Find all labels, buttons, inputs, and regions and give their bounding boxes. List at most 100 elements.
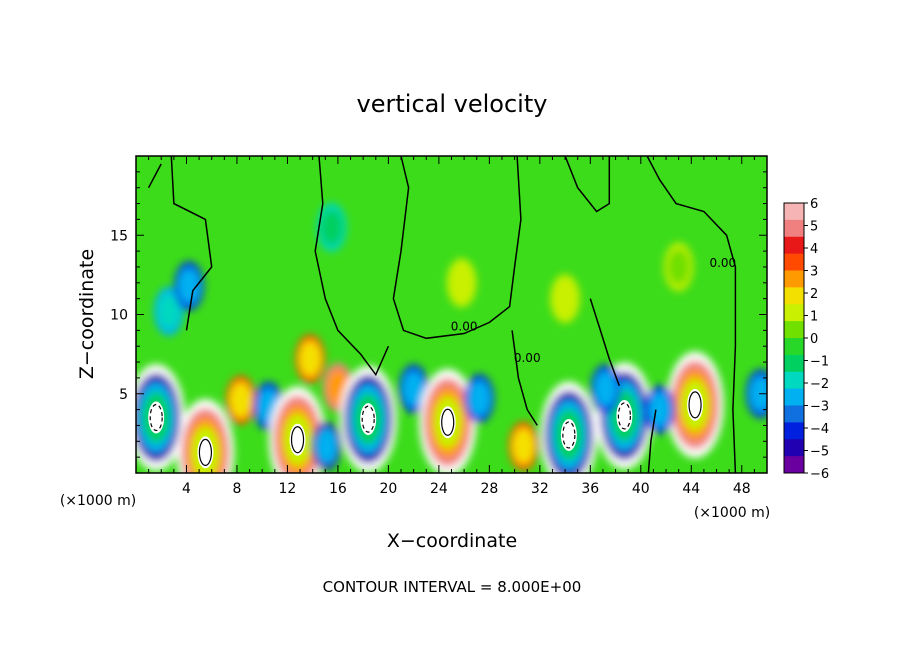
colorbar-swatch [784,236,804,255]
contour-lines [147,156,737,473]
contour-ring [562,421,576,449]
x-unit-label-right: (×1000 m) [694,505,770,521]
extreme-core [560,418,577,451]
x-tick-label: 12 [279,481,297,497]
colorbar-swatch [784,388,804,406]
field-cell [648,391,671,428]
field-cell [178,267,201,304]
extreme-core [197,436,214,469]
x-tick-label: 40 [632,481,650,497]
contour-label: 0.00 [709,256,736,270]
colorbar-swatch [784,304,804,322]
colorbar-swatch [784,338,804,356]
plot-area: 0.00 0.00 0.00 [135,155,768,474]
colorbar-tick-label: 6 [810,197,818,212]
extreme-core [687,388,704,421]
colorbar-swatch [784,456,804,474]
x-tick-label: 36 [581,481,599,497]
x-tick-label: 8 [232,481,241,497]
contour-line [147,163,162,189]
x-axis-label: X−coordinate [387,530,517,552]
contour-line [511,330,538,426]
contour-ring [688,391,702,419]
contour-ring [290,426,305,454]
colorbar-tick-label: 3 [810,265,818,280]
colorbar-swatch [784,371,804,390]
x-axis: 4 8 12 16 20 24 28 32 36 40 44 48 [148,156,755,497]
contour-ring [198,438,213,466]
x-unit-label-left: (×1000 m) [60,493,136,509]
x-tick-label: 4 [182,481,191,497]
colorbar-swatch [784,422,804,440]
colorbar-swatch [784,253,804,271]
colorbar-swatch [784,354,804,373]
contour-ring [361,405,375,433]
extreme-core [439,406,456,439]
y-tick-label: 15 [110,228,128,244]
field-cell [450,264,473,301]
velocity-field [136,203,767,473]
y-tick-label: 10 [110,308,128,324]
x-tick-label: 24 [430,481,448,497]
colorbar-swatch [784,219,804,238]
field-cell [554,280,577,317]
colorbar-tick-label: 4 [810,242,818,257]
extreme-core [289,423,306,456]
contour-line [646,156,737,473]
field-cell [667,248,690,285]
colorbar-tick-label: 2 [810,287,818,302]
colorbar-tick-label: −2 [810,377,829,392]
y-tick-label: 5 [119,387,128,403]
colorbar-tick-label: 5 [810,220,818,235]
field-cell [749,375,767,412]
colorbar-tick-label: −1 [810,355,829,370]
colorbar-swatch [784,203,804,221]
colorbar-tick-label: −3 [810,400,829,415]
colorbar-tick-label: 1 [810,310,818,325]
contour-line [170,156,213,331]
contour-line [564,156,611,213]
x-tick-label: 32 [531,481,549,497]
extreme-core [616,399,633,432]
contour-line [647,409,657,473]
field-cell [402,370,425,407]
chart-title: vertical velocity [357,90,548,118]
contour-line [392,156,522,340]
colorbar-tick-label: −6 [810,467,829,482]
extreme-core [148,401,165,434]
contour-ring [149,403,163,432]
colorbar-swatch [784,405,804,423]
colorbar: 6 5 4 3 2 1 0 −1 −2 −3 −4 −5 −6 [783,197,829,482]
extreme-core [360,403,377,436]
field-cell [468,380,491,417]
colorbar-swatch [784,287,804,305]
field-cell [594,370,617,407]
contour-ring [617,402,631,430]
field-cell [229,382,252,419]
y-axis-label: Z−coordinate [76,249,98,379]
colorbar-tick-label: −4 [810,422,829,437]
x-tick-label: 28 [480,481,498,497]
colorbar-swatch [784,439,804,457]
contour-label-layer: 0.00 0.00 0.00 [451,256,736,365]
field-cell [157,293,180,330]
contour-label: 0.00 [451,319,478,333]
contour-line [314,156,390,377]
contour-label: 0.00 [514,351,541,365]
colorbar-swatch [784,270,804,288]
field-cell [320,209,343,246]
x-tick-label: 20 [379,481,397,497]
contour-interval-note: CONTOUR INTERVAL = 8.000E+00 [323,578,582,596]
x-tick-label: 44 [682,481,700,497]
field-cell [299,340,322,377]
field-cell [512,428,535,465]
contour-line [589,298,621,387]
contour-ring [441,408,455,436]
colorbar-swatch [784,321,804,339]
x-tick-label: 48 [733,481,751,497]
y-axis: 5 10 15 [110,171,767,458]
colorbar-tick-label: −5 [810,445,829,460]
field-cell [315,428,338,465]
colorbar-tick-label: 0 [810,332,818,347]
